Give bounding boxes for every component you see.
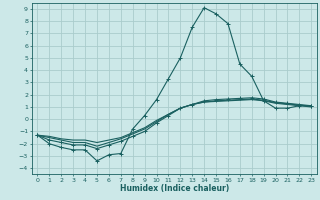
X-axis label: Humidex (Indice chaleur): Humidex (Indice chaleur) — [120, 184, 229, 193]
